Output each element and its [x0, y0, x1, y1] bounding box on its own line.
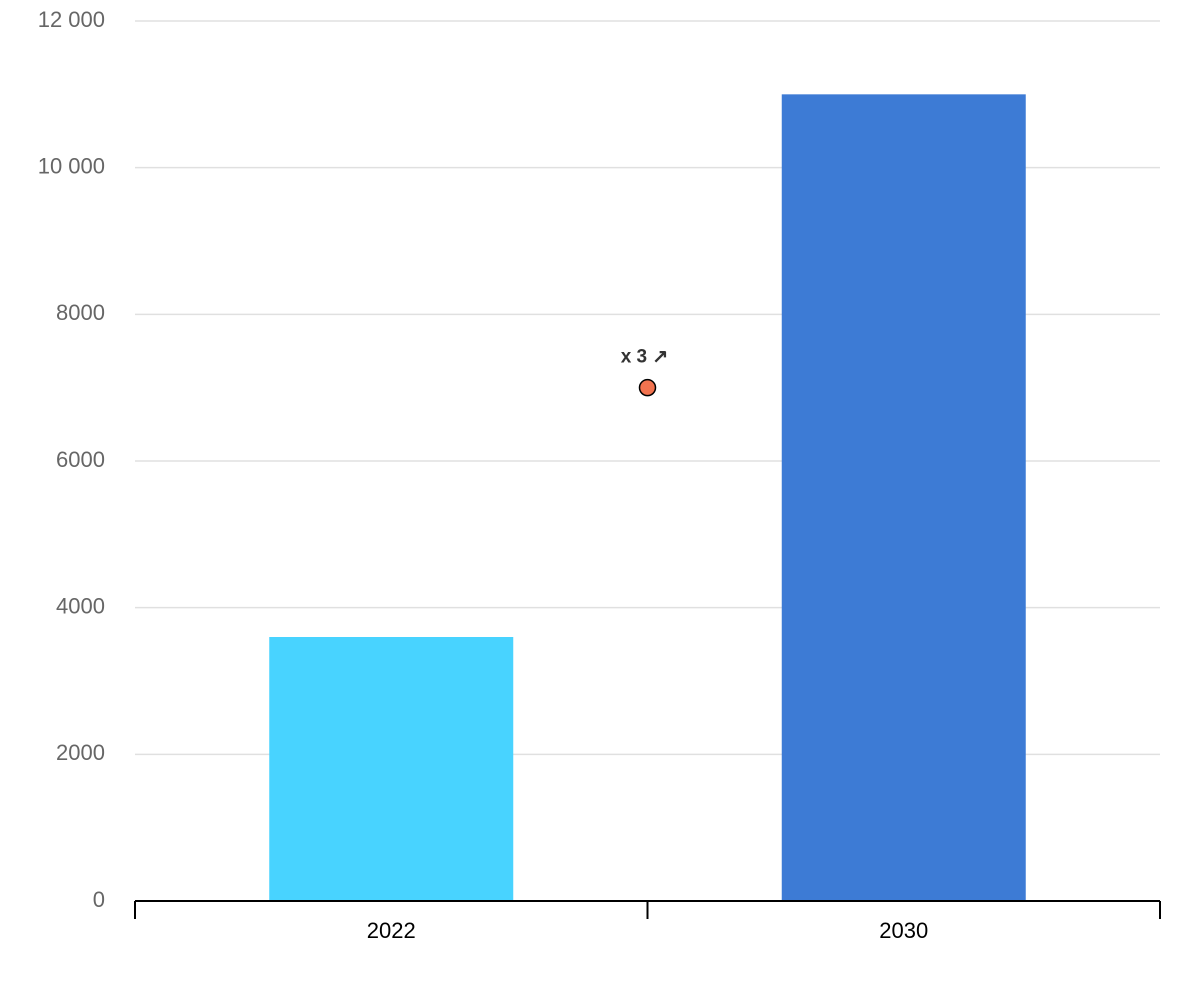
y-tick-label: 6000	[56, 447, 105, 472]
annotation-text: x 3 ↗	[621, 347, 669, 368]
bar	[269, 637, 514, 901]
x-tick-label: 2030	[879, 918, 928, 943]
y-tick-label: 0	[93, 887, 105, 912]
bar	[781, 94, 1026, 902]
y-tick-label: 4000	[56, 593, 105, 618]
y-tick-label: 2000	[56, 740, 105, 765]
x-tick-label: 2022	[367, 918, 416, 943]
y-tick-label: 8000	[56, 300, 105, 325]
annotation-dot	[638, 378, 657, 397]
y-tick-label: 10 000	[38, 153, 105, 178]
y-tick-label: 12 000	[38, 7, 105, 32]
